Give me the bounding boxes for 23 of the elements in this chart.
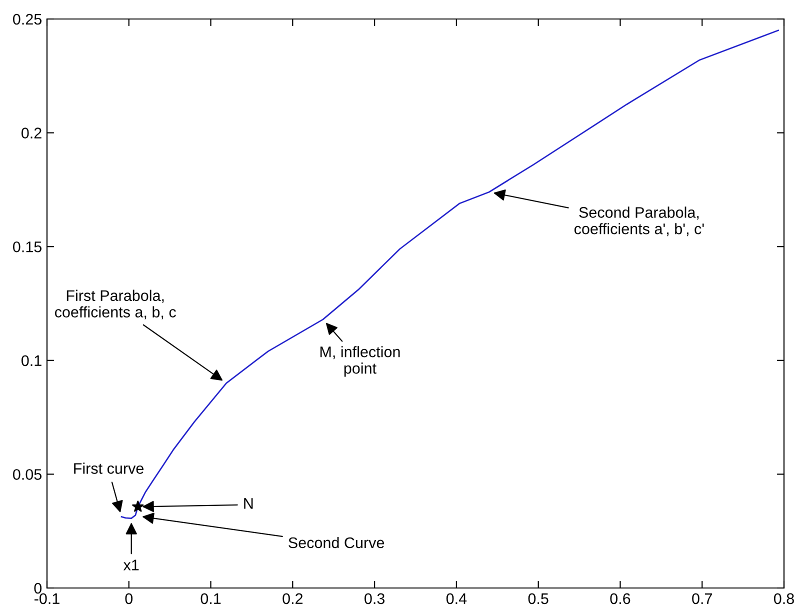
x-tick-label: 0.6 [610, 593, 630, 604]
y-tick-label: 0.05 [13, 469, 42, 480]
y-tick-label: 0.15 [13, 241, 42, 252]
annotation: Second Curve [288, 536, 384, 548]
annotation: N [244, 498, 253, 509]
x-tick-label: 0.1 [200, 593, 221, 604]
y-tick-label: 0.25 [13, 14, 42, 25]
x-tick-label: 0.5 [528, 593, 548, 604]
x-tick-label: 0.7 [692, 593, 712, 604]
annotation: M, inflection point [320, 346, 400, 377]
x-tick-label: 0.8 [774, 593, 794, 604]
y-tick-label: 0.1 [22, 355, 42, 366]
annotation: First curve [74, 462, 144, 474]
x-tick-label: -0.1 [34, 593, 60, 604]
x-tick-label: 0.3 [364, 593, 385, 604]
x-tick-label: 0.4 [446, 593, 467, 604]
annotation: x1 [123, 560, 139, 570]
annotation: First Parabola, coefficients a, b, c [54, 290, 176, 320]
x-tick-label: 0.2 [282, 593, 303, 604]
y-tick-label: 0 [34, 582, 42, 594]
y-tick-label: 0.2 [22, 128, 42, 138]
x-tick-label: 0 [125, 593, 133, 604]
annotation: Second Parabola, coefficients a', b', c' [574, 206, 704, 236]
